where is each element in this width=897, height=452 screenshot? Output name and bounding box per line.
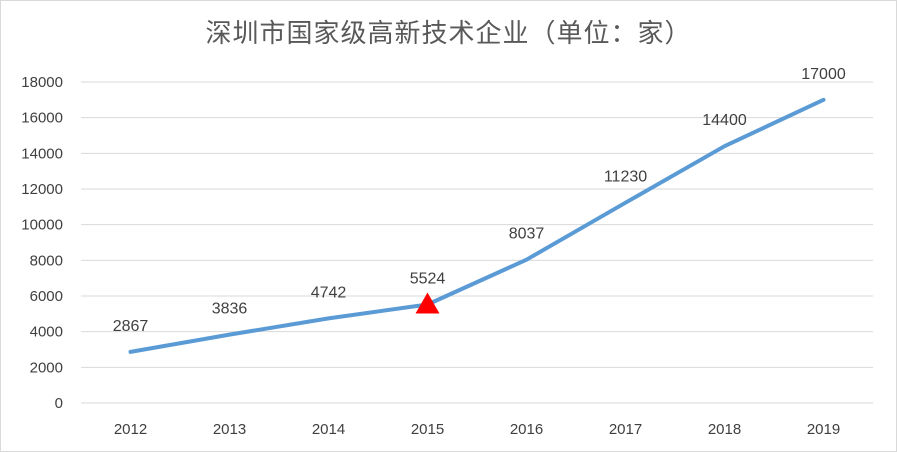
x-tick-label: 2019 (807, 421, 840, 438)
x-tick-label: 2014 (312, 421, 345, 438)
y-tick-label: 10000 (21, 217, 63, 234)
x-tick-label: 2018 (708, 421, 741, 438)
y-tick-label: 18000 (21, 74, 63, 91)
triangle-marker (415, 292, 440, 314)
x-tick-label: 2016 (510, 421, 543, 438)
y-tick-label: 14000 (21, 145, 63, 162)
data-label: 8037 (509, 226, 545, 243)
y-tick-label: 0 (55, 395, 63, 412)
data-label: 11230 (604, 169, 647, 186)
chart-title: 深圳市国家级高新技术企业（单位：家） (205, 19, 692, 49)
x-tick-label: 2015 (411, 421, 444, 438)
y-tick-label: 16000 (21, 110, 63, 127)
x-tick-label: 2012 (114, 421, 147, 438)
x-axis-ticks: 2012 2013 2014 2015 2016 2017 2018 2019 (114, 421, 840, 438)
data-label: 17000 (801, 66, 846, 83)
data-label: 3836 (212, 301, 248, 318)
y-axis-ticks: 0 2000 4000 6000 8000 10000 12000 14000 16000 180… (21, 74, 63, 412)
data-label: 4742 (311, 284, 347, 301)
series-line (128, 97, 826, 354)
data-label: 5524 (410, 270, 446, 287)
series-lines (128, 97, 826, 354)
markers (415, 292, 440, 314)
y-tick-label: 4000 (30, 324, 63, 341)
data-labels: 2867 3836 4742 5524 8037 11230 14400 17000 (113, 66, 846, 335)
y-tick-label: 12000 (21, 181, 63, 198)
y-tick-label: 2000 (30, 359, 63, 376)
y-tick-label: 6000 (30, 288, 63, 305)
x-tick-label: 2017 (609, 421, 642, 438)
y-tick-label: 8000 (30, 252, 63, 269)
data-label: 2867 (113, 318, 149, 335)
gridlines (81, 81, 873, 404)
data-label: 14400 (702, 112, 747, 129)
x-tick-label: 2013 (213, 421, 246, 438)
